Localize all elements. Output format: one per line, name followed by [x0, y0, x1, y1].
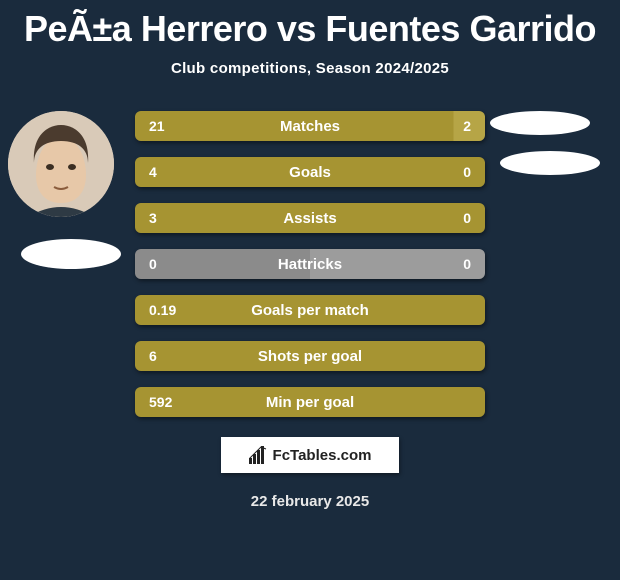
stat-right-value: 2 — [463, 118, 471, 134]
stat-label: Shots per goal — [135, 348, 485, 365]
stat-row-matches: 21 Matches 2 — [135, 111, 485, 141]
stat-left-value: 4 — [149, 164, 157, 180]
player-right-club-badge-2 — [500, 151, 600, 175]
stat-right-value: 0 — [463, 164, 471, 180]
comparison-title: PeÃ±a Herrero vs Fuentes Garrido — [0, 0, 620, 50]
stat-right-value: 0 — [463, 256, 471, 272]
stat-left-value: 6 — [149, 348, 157, 364]
stat-left-value: 21 — [149, 118, 165, 134]
stat-row-hattricks: 0 Hattricks 0 — [135, 249, 485, 279]
player-left-avatar — [8, 111, 114, 217]
bar-chart-icon — [249, 446, 269, 464]
stat-label: Min per goal — [135, 394, 485, 411]
player-right-club-badge-1 — [490, 111, 590, 135]
avatar-face-icon — [8, 111, 114, 217]
player-left-club-badge — [21, 239, 121, 269]
footer-date: 22 february 2025 — [0, 493, 620, 510]
stat-left-value: 0.19 — [149, 302, 176, 318]
stat-left-value: 3 — [149, 210, 157, 226]
stat-row-shots-per-goal: 6 Shots per goal — [135, 341, 485, 371]
comparison-subtitle: Club competitions, Season 2024/2025 — [0, 60, 620, 77]
stat-row-min-per-goal: 592 Min per goal — [135, 387, 485, 417]
content-area: 21 Matches 2 4 Goals 0 3 Assists 0 0 Hat… — [0, 111, 620, 510]
stat-label: Goals — [135, 164, 485, 181]
site-logo: FcTables.com — [221, 437, 399, 473]
stat-right-value: 0 — [463, 210, 471, 226]
stat-row-assists: 3 Assists 0 — [135, 203, 485, 233]
stat-left-value: 0 — [149, 256, 157, 272]
stat-row-goals: 4 Goals 0 — [135, 157, 485, 187]
stat-rows: 21 Matches 2 4 Goals 0 3 Assists 0 0 Hat… — [135, 111, 485, 417]
stat-label: Hattricks — [135, 256, 485, 273]
stat-left-value: 592 — [149, 394, 172, 410]
stat-row-goals-per-match: 0.19 Goals per match — [135, 295, 485, 325]
stat-label: Assists — [135, 210, 485, 227]
stat-label: Matches — [135, 118, 485, 135]
site-logo-text: FcTables.com — [273, 447, 372, 464]
stat-label: Goals per match — [135, 302, 485, 319]
